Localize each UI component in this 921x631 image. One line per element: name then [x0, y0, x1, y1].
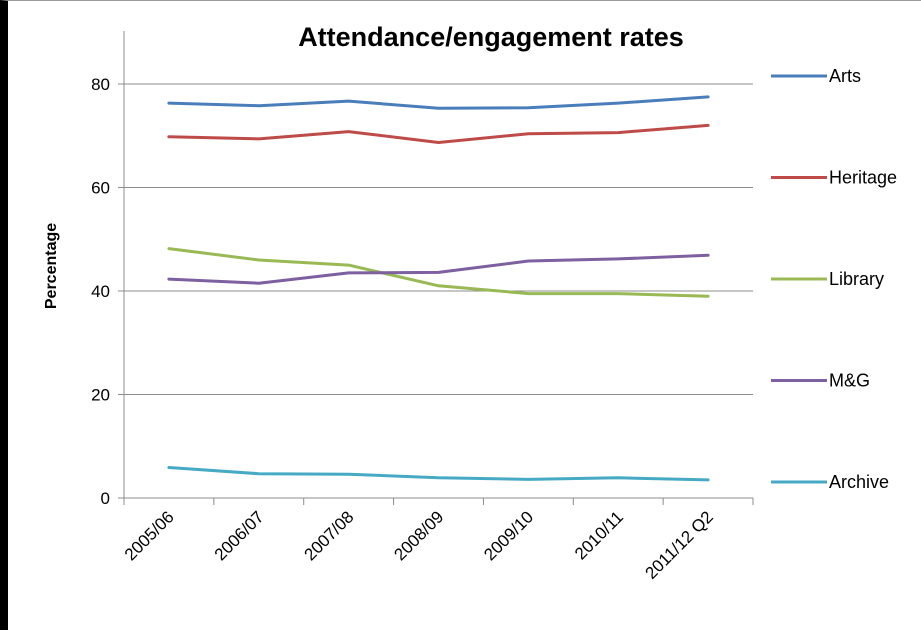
y-tick-label: 60 [91, 179, 110, 198]
x-tick-label: 2009/10 [480, 507, 537, 564]
y-tick-label: 80 [91, 75, 110, 94]
series-line-arts [167, 95, 710, 110]
legend-label: Arts [829, 66, 861, 86]
x-tick-label: 2008/09 [390, 507, 447, 564]
axes: 0 20 40 60 80 2005/06 2006/07 2007/08 2008/09 200… [91, 31, 754, 583]
legend-label: Heritage [829, 168, 897, 188]
x-tick-label: 2007/08 [301, 507, 358, 564]
y-tick-label: 0 [101, 489, 110, 508]
y-axis-label: Percentage [43, 223, 60, 309]
series-line-archive [167, 466, 710, 482]
x-tick-label: 2006/07 [211, 507, 268, 564]
chart-title: Attendance/engagement rates [298, 22, 684, 52]
x-tick-label: 2011/12 Q2 [642, 507, 717, 582]
y-tick-label: 20 [91, 386, 110, 405]
series-line-heritage [167, 123, 710, 144]
legend-label: Library [829, 269, 884, 289]
series-lines [167, 95, 710, 482]
legend: Arts Heritage Library M&G Archive [771, 66, 897, 492]
legend-label: M&G [829, 371, 870, 391]
line-chart: Attendance/engagement rates 0 20 40 60 80 200… [43, 22, 897, 583]
x-tick-label: 2010/11 [571, 507, 627, 563]
series-line-m-g [167, 253, 710, 285]
legend-label: Archive [829, 472, 889, 492]
x-tick-label: 2005/06 [121, 507, 178, 564]
y-tick-label: 40 [91, 282, 110, 301]
series-line-library [167, 247, 710, 298]
gridlines [124, 83, 753, 395]
